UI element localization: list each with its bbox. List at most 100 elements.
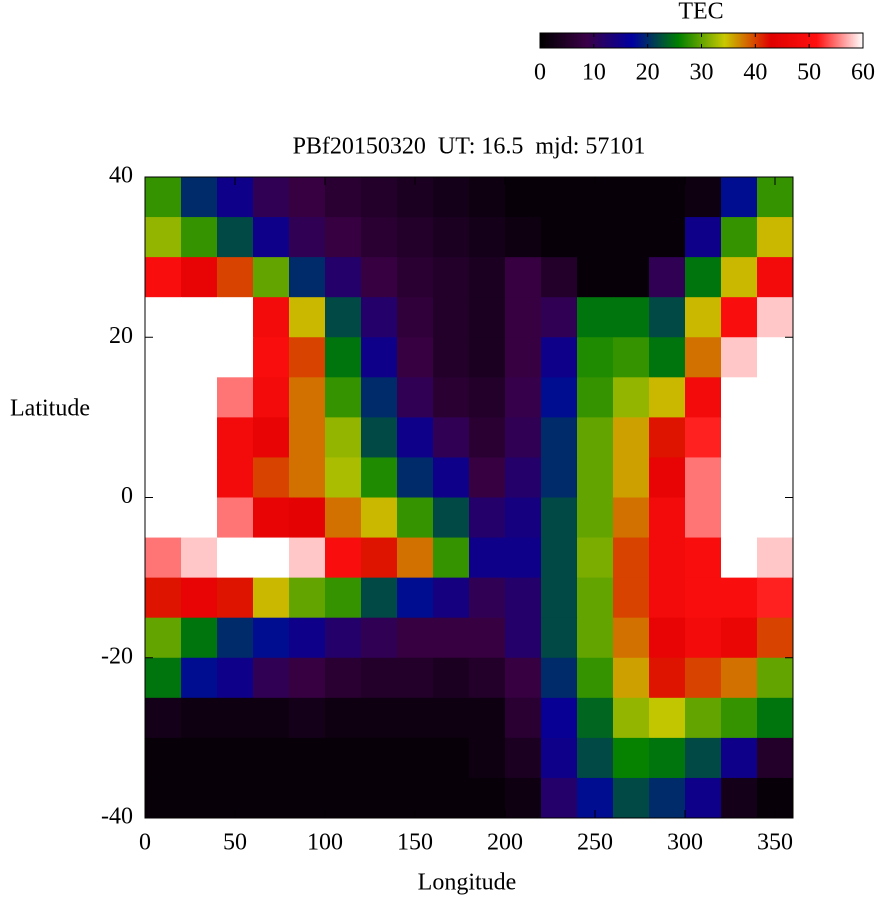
heat-cell bbox=[721, 457, 758, 498]
y-tick-label: -40 bbox=[101, 804, 133, 830]
heat-cell bbox=[181, 737, 218, 779]
heat-cell bbox=[325, 497, 362, 539]
heat-cell bbox=[325, 777, 362, 819]
heat-cell bbox=[541, 417, 578, 458]
heat-cell bbox=[649, 657, 686, 699]
heat-cell bbox=[649, 697, 686, 739]
heat-cell bbox=[613, 497, 650, 539]
heat-cell bbox=[649, 577, 686, 619]
heat-cell bbox=[613, 457, 650, 498]
heat-cell bbox=[217, 337, 254, 378]
heat-cell bbox=[469, 777, 506, 819]
heat-cell bbox=[217, 377, 254, 418]
heat-cell bbox=[181, 497, 218, 539]
heat-cell bbox=[361, 417, 398, 458]
heat-cell bbox=[541, 377, 578, 418]
heat-cell bbox=[181, 577, 218, 619]
heat-cell bbox=[757, 417, 794, 458]
heat-cell bbox=[325, 257, 362, 298]
heat-cell bbox=[325, 177, 362, 218]
x-tick-label: 50 bbox=[223, 830, 247, 856]
heat-cell bbox=[577, 377, 614, 418]
heat-cell bbox=[433, 577, 470, 619]
heat-cell bbox=[433, 177, 470, 218]
heat-cell bbox=[685, 697, 722, 739]
heat-cell bbox=[145, 257, 182, 298]
heat-cell bbox=[541, 537, 578, 579]
heat-cell bbox=[361, 497, 398, 539]
y-tick-label: 20 bbox=[109, 323, 133, 349]
heat-cell bbox=[721, 537, 758, 579]
heat-cell bbox=[721, 737, 758, 779]
heat-cell bbox=[505, 497, 542, 539]
heat-cell bbox=[253, 777, 290, 819]
heat-cell bbox=[433, 417, 470, 458]
heat-cell bbox=[613, 577, 650, 619]
heat-cell bbox=[505, 697, 542, 739]
heat-cell bbox=[541, 617, 578, 659]
heat-cell bbox=[433, 457, 470, 498]
heat-cell bbox=[757, 257, 794, 298]
heat-cell bbox=[361, 297, 398, 338]
heat-cell bbox=[145, 537, 182, 579]
heat-cell bbox=[181, 337, 218, 378]
heat-cell bbox=[469, 337, 506, 378]
heat-cell bbox=[361, 177, 398, 218]
heat-cell bbox=[181, 297, 218, 338]
heat-cell bbox=[613, 177, 650, 218]
heat-cell bbox=[289, 617, 326, 659]
heat-cell bbox=[181, 457, 218, 498]
heat-cell bbox=[181, 777, 218, 819]
heat-cell bbox=[577, 297, 614, 338]
heat-cell bbox=[613, 657, 650, 699]
heat-cell bbox=[469, 297, 506, 338]
heat-cell bbox=[613, 337, 650, 378]
heat-cell bbox=[469, 417, 506, 458]
heat-cell bbox=[145, 697, 182, 739]
heat-cell bbox=[181, 377, 218, 418]
heat-cell bbox=[289, 657, 326, 699]
heat-cell bbox=[397, 697, 434, 739]
heat-cell bbox=[253, 377, 290, 418]
heat-cell bbox=[289, 337, 326, 378]
heat-cell bbox=[505, 457, 542, 498]
heat-cell bbox=[181, 657, 218, 699]
heat-cell bbox=[577, 617, 614, 659]
colorbar-tick-label: 60 bbox=[851, 60, 875, 86]
heat-cell bbox=[253, 257, 290, 298]
heat-cell bbox=[289, 177, 326, 218]
heat-cell bbox=[469, 537, 506, 579]
heat-cell bbox=[505, 257, 542, 298]
heat-cell bbox=[541, 177, 578, 218]
heat-cell bbox=[145, 177, 182, 218]
heat-cell bbox=[613, 737, 650, 779]
heat-cell bbox=[613, 617, 650, 659]
heat-cell bbox=[217, 417, 254, 458]
heat-cell bbox=[505, 577, 542, 619]
heat-cell bbox=[253, 697, 290, 739]
heat-cell bbox=[289, 737, 326, 779]
heat-cell bbox=[361, 697, 398, 739]
heat-cell bbox=[253, 177, 290, 218]
heat-cell bbox=[145, 497, 182, 539]
heat-cell bbox=[397, 337, 434, 378]
heat-cell bbox=[397, 457, 434, 498]
heat-cell bbox=[721, 337, 758, 378]
heat-cell bbox=[577, 457, 614, 498]
heat-cell bbox=[685, 577, 722, 619]
heat-cell bbox=[433, 337, 470, 378]
x-tick-label: 350 bbox=[757, 830, 793, 856]
y-tick-label: -20 bbox=[101, 643, 133, 669]
heat-cell bbox=[685, 217, 722, 258]
heat-cell bbox=[325, 457, 362, 498]
y-axis-label: Latitude bbox=[10, 396, 90, 422]
heat-cell bbox=[649, 297, 686, 338]
heat-cell bbox=[181, 217, 218, 258]
heat-cell bbox=[325, 377, 362, 418]
heat-cell bbox=[757, 377, 794, 418]
heat-cell bbox=[649, 737, 686, 779]
heat-cell bbox=[397, 217, 434, 258]
heat-cell bbox=[685, 377, 722, 418]
heat-cell bbox=[541, 497, 578, 539]
heat-cell bbox=[757, 537, 794, 579]
